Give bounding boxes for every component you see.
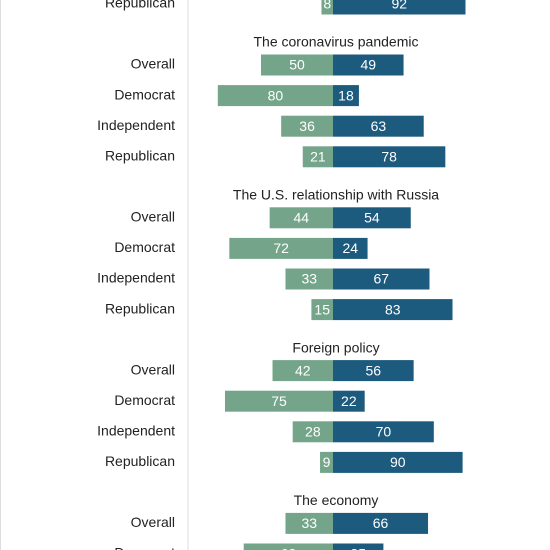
category-label: Republican — [105, 453, 175, 469]
category-label: Republican — [105, 0, 175, 11]
category-label: Democrat — [114, 392, 175, 408]
value-label: 50 — [289, 57, 305, 73]
category-label: Democrat — [114, 239, 175, 255]
value-label: 54 — [364, 210, 380, 226]
value-label: 62 — [281, 546, 297, 550]
category-label: Independent — [97, 270, 175, 286]
value-label: 83 — [385, 301, 401, 317]
category-label: Overall — [131, 514, 175, 530]
value-label: 70 — [376, 424, 392, 440]
category-label: Democrat — [114, 545, 175, 550]
bar-right — [333, 54, 404, 76]
value-label: 21 — [310, 149, 326, 165]
value-label: 8 — [323, 0, 331, 12]
category-label: Republican — [105, 148, 175, 164]
bar-left — [225, 390, 333, 412]
bar-right — [333, 115, 424, 137]
bar-right — [333, 0, 466, 15]
value-label: 24 — [342, 240, 358, 256]
bar-left — [320, 451, 333, 473]
bar-left — [311, 299, 333, 321]
value-label: 90 — [390, 454, 406, 470]
bar-left — [285, 268, 333, 290]
value-label: 15 — [314, 301, 330, 317]
value-label: 42 — [295, 362, 311, 378]
value-label: 44 — [294, 210, 310, 226]
value-label: 80 — [268, 87, 284, 103]
bar-right — [333, 421, 434, 443]
bar-right — [333, 207, 411, 229]
value-label: 18 — [338, 87, 354, 103]
bar-left — [292, 421, 333, 443]
value-label: 66 — [373, 515, 389, 531]
category-label: Independent — [97, 117, 175, 133]
group-title: Foreign policy — [292, 339, 379, 355]
bar-right — [333, 543, 384, 550]
value-label: 63 — [371, 118, 387, 134]
category-label: Overall — [131, 56, 175, 72]
value-label: 78 — [381, 149, 397, 165]
value-label: 9 — [323, 454, 331, 470]
value-label: 28 — [305, 424, 321, 440]
bar-right — [333, 451, 463, 473]
category-label: Republican — [105, 300, 175, 316]
bar-left — [217, 85, 333, 107]
bar-right — [333, 360, 414, 382]
value-label: 72 — [273, 240, 289, 256]
value-label: 22 — [341, 393, 357, 409]
bar-right — [333, 299, 453, 321]
category-label: Overall — [131, 209, 175, 225]
group-title: The U.S. relationship with Russia — [233, 187, 439, 203]
group-title: The economy — [294, 492, 379, 508]
category-label: Independent — [97, 423, 175, 439]
category-label: Overall — [131, 361, 175, 377]
bar-left — [272, 360, 333, 382]
group-title: The coronavirus pandemic — [254, 34, 419, 50]
value-label: 56 — [366, 362, 382, 378]
bar-right — [333, 390, 365, 412]
bar-right — [333, 268, 430, 290]
value-label: 92 — [391, 0, 407, 12]
value-label: 49 — [360, 57, 376, 73]
bar-left — [281, 115, 333, 137]
value-label: 33 — [301, 515, 317, 531]
bar-left — [243, 543, 333, 550]
bar-left — [229, 237, 333, 259]
value-label: 35 — [350, 546, 366, 550]
bar-left — [261, 54, 333, 76]
value-label: 75 — [271, 393, 287, 409]
bar-left — [269, 207, 333, 229]
bar-left — [321, 0, 333, 15]
bar-right — [333, 512, 429, 534]
value-label: 36 — [299, 118, 315, 134]
bar-right — [333, 146, 446, 168]
bar-left — [285, 512, 333, 534]
value-label: 67 — [373, 271, 389, 287]
bar-left — [302, 146, 333, 168]
category-label: Democrat — [114, 86, 175, 102]
bar-right — [333, 85, 359, 107]
bar-right — [333, 237, 368, 259]
value-label: 33 — [301, 271, 317, 287]
